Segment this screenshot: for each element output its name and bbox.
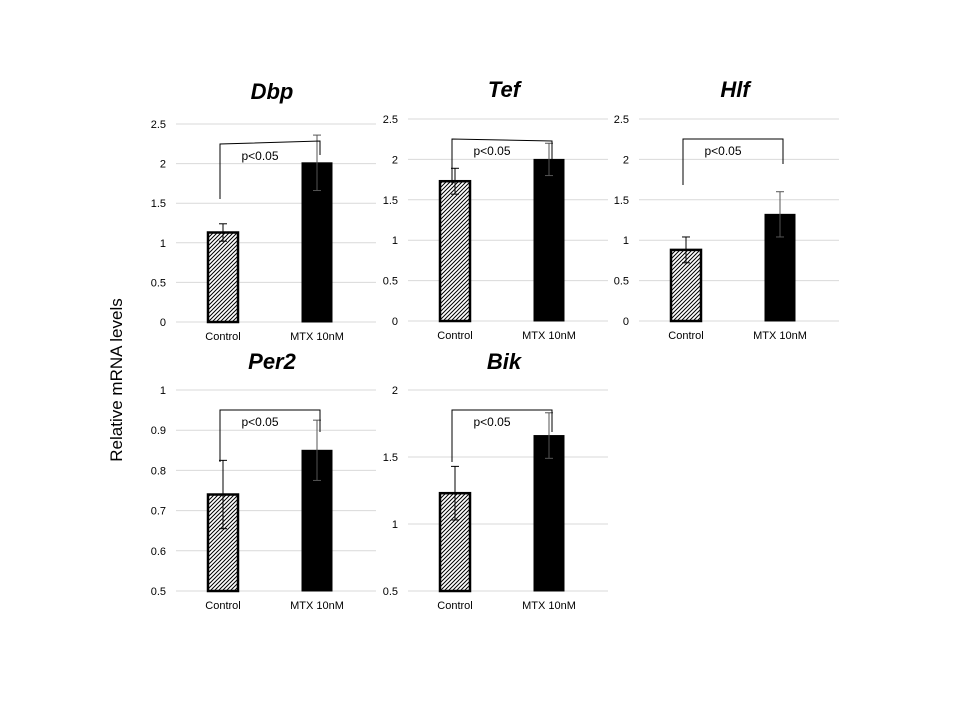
x-category-label: Control <box>205 331 240 343</box>
y-tick-label: 1.5 <box>383 195 398 207</box>
y-tick-label: 0.5 <box>383 586 398 598</box>
y-tick-label: 0.5 <box>151 586 166 598</box>
y-tick-label: 0.5 <box>383 276 398 288</box>
x-category-label: MTX 10nM <box>522 600 576 612</box>
chart-bik: Bik 0.5 1 1.5 2 Control MTX 10nM p<0.05 <box>383 349 608 612</box>
y-tick-label: 1.5 <box>151 198 166 210</box>
bar-control <box>206 493 240 593</box>
y-axis-label: Relative mRNA levels <box>107 298 126 461</box>
significance-bracket <box>219 140 321 199</box>
y-tick-label: 0 <box>623 316 629 328</box>
x-category-label: Control <box>437 600 472 612</box>
chart-title: Tef <box>488 77 523 102</box>
chart-dbp: Dbp 0 0.5 1 1.5 2 2.5 Control MTX 10nM p<0.05 <box>151 79 376 343</box>
x-category-label: Control <box>437 330 472 342</box>
y-tick-label: 0 <box>160 317 166 329</box>
y-tick-label: 2 <box>392 154 398 166</box>
bar-mtx <box>533 158 565 322</box>
y-tick-label: 1.5 <box>614 195 629 207</box>
x-category-label: MTX 10nM <box>290 331 344 343</box>
y-tick-label: 1 <box>392 235 398 247</box>
significance-bracket <box>682 138 784 185</box>
x-category-label: MTX 10nM <box>522 330 576 342</box>
chart-hlf: Hlf 0 0.5 1 1.5 2 2.5 Control MTX 10nM p<0.05 <box>614 77 839 342</box>
y-tick-label: 0.5 <box>151 277 166 289</box>
chart-title: Per2 <box>248 349 296 374</box>
y-tick-label: 1 <box>160 385 166 397</box>
significance-bracket <box>451 409 553 462</box>
significance-label: p<0.05 <box>241 415 278 429</box>
y-tick-label: 2 <box>392 385 398 397</box>
bar-mtx <box>533 435 565 592</box>
significance-label: p<0.05 <box>473 144 510 158</box>
y-tick-label: 2 <box>160 159 166 171</box>
significance-label: p<0.05 <box>473 415 510 429</box>
y-tick-label: 1 <box>392 519 398 531</box>
significance-bracket <box>451 138 553 185</box>
x-category-label: MTX 10nM <box>290 600 344 612</box>
x-category-label: MTX 10nM <box>753 330 807 342</box>
y-tick-label: 0.6 <box>151 546 166 558</box>
chart-title: Bik <box>487 349 523 374</box>
y-tick-label: 1.5 <box>383 452 398 464</box>
bar-control <box>438 179 472 323</box>
significance-label: p<0.05 <box>704 144 741 158</box>
y-tick-label: 2.5 <box>614 114 629 126</box>
y-tick-label: 0.5 <box>614 276 629 288</box>
y-tick-label: 0 <box>392 316 398 328</box>
y-tick-label: 1 <box>160 238 166 250</box>
x-category-label: Control <box>205 600 240 612</box>
y-tick-label: 1 <box>623 235 629 247</box>
y-tick-label: 2.5 <box>383 114 398 126</box>
chart-per2: Per2 0.5 0.6 0.7 0.8 0.9 1 Control MTX 10nM p<0.0… <box>151 349 376 612</box>
y-tick-label: 2 <box>623 154 629 166</box>
x-category-label: Control <box>668 330 703 342</box>
bar-control <box>206 231 240 324</box>
y-tick-label: 0.8 <box>151 465 166 477</box>
y-tick-label: 0.9 <box>151 425 166 437</box>
y-tick-label: 0.7 <box>151 506 166 518</box>
significance-bracket <box>219 409 321 462</box>
chart-title: Hlf <box>720 77 752 102</box>
chart-title: Dbp <box>251 79 294 104</box>
bar-control <box>438 491 472 593</box>
y-tick-label: 2.5 <box>151 119 166 131</box>
chart-tef: Tef 0 0.5 1 1.5 2 2.5 Control MTX 10nM p<0.05 <box>383 77 608 342</box>
significance-label: p<0.05 <box>241 149 278 163</box>
